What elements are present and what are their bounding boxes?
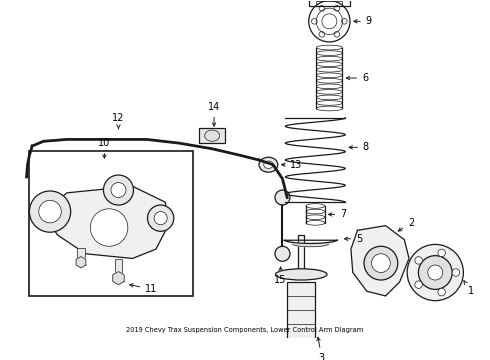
Text: 2019 Chevy Trax Suspension Components, Lower Control Arm Diagram: 2019 Chevy Trax Suspension Components, L… (126, 328, 364, 333)
Text: 13: 13 (282, 160, 303, 170)
Text: 12: 12 (112, 113, 124, 129)
Bar (199, 128, 225, 143)
Ellipse shape (264, 161, 273, 168)
Text: 14: 14 (208, 102, 220, 126)
Bar (316, 1, 343, 6)
Circle shape (415, 281, 422, 288)
Circle shape (407, 244, 464, 301)
Circle shape (111, 183, 126, 198)
Circle shape (154, 212, 167, 225)
Circle shape (418, 256, 452, 289)
Text: 5: 5 (344, 234, 363, 244)
Circle shape (90, 209, 128, 246)
Text: 2: 2 (398, 218, 414, 231)
Bar (287, 282, 315, 343)
Text: 4: 4 (0, 359, 1, 360)
Text: 1: 1 (464, 281, 474, 296)
Circle shape (428, 265, 443, 280)
Text: 10: 10 (98, 138, 111, 158)
Circle shape (275, 246, 290, 261)
Circle shape (452, 269, 460, 276)
Bar (283, 343, 319, 352)
Circle shape (438, 249, 445, 257)
Circle shape (275, 190, 290, 205)
Circle shape (415, 257, 422, 264)
Circle shape (364, 246, 398, 280)
Circle shape (103, 175, 133, 205)
Bar (77, 248, 85, 261)
Ellipse shape (259, 157, 278, 172)
Circle shape (438, 288, 445, 296)
Circle shape (147, 205, 174, 231)
Text: 8: 8 (349, 143, 369, 152)
Ellipse shape (275, 269, 327, 280)
Text: 3: 3 (317, 337, 325, 360)
Ellipse shape (205, 130, 220, 141)
Text: 9: 9 (354, 16, 372, 26)
Text: 6: 6 (346, 73, 368, 83)
Polygon shape (113, 271, 124, 285)
Bar (272, 350, 298, 360)
Bar (29, 151, 194, 296)
Bar (298, 235, 304, 273)
Polygon shape (46, 186, 168, 258)
Circle shape (29, 191, 71, 232)
Circle shape (371, 254, 391, 273)
Polygon shape (76, 257, 86, 268)
Bar (309, 0, 350, 6)
Polygon shape (284, 240, 337, 247)
Circle shape (39, 201, 61, 223)
Text: 15: 15 (274, 267, 287, 285)
Text: 11: 11 (130, 284, 157, 294)
Bar (115, 260, 122, 276)
Text: 7: 7 (328, 210, 346, 219)
Polygon shape (351, 226, 409, 296)
